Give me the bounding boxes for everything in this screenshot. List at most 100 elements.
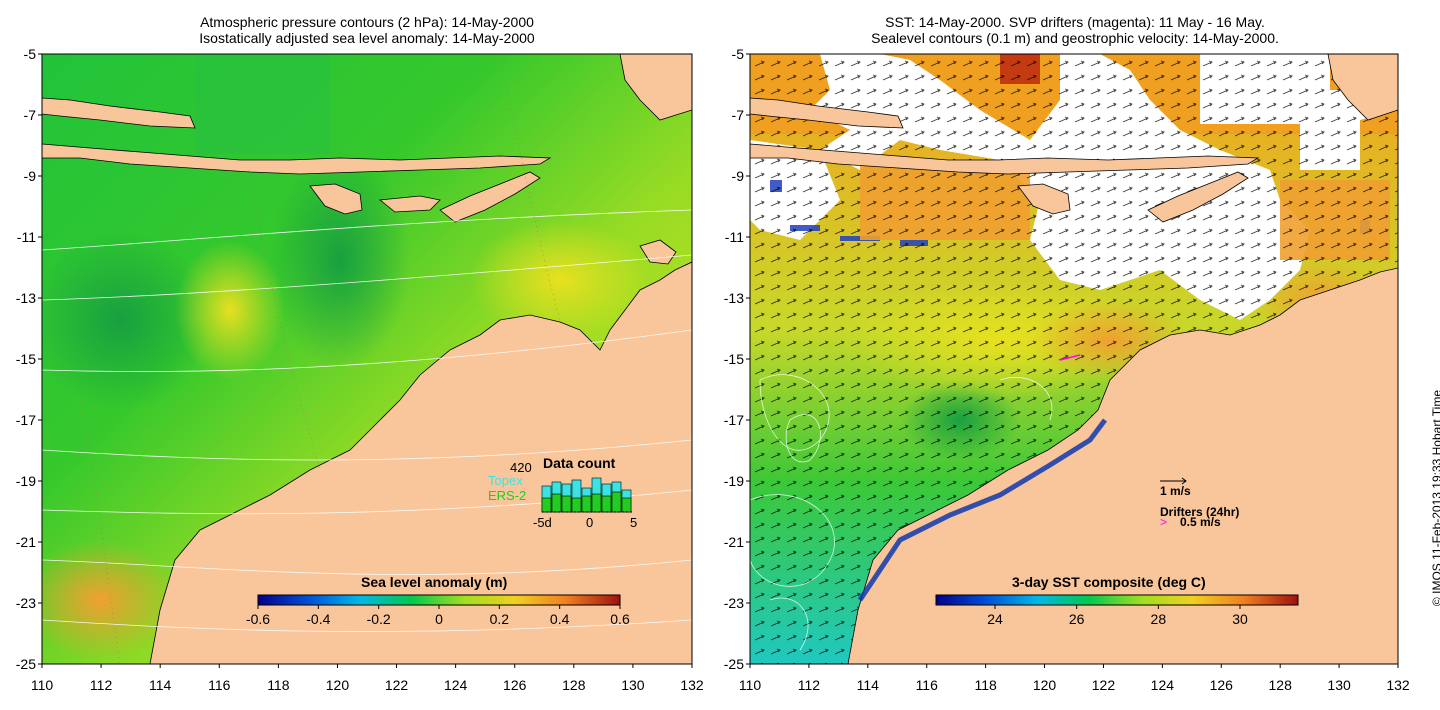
drifter-track — [1059, 354, 1081, 361]
right-colorbar-label: 3-day SST composite (deg C) — [1012, 574, 1206, 590]
lon-tick-label: 116 — [916, 677, 939, 693]
lon-tick-label: 110 — [739, 677, 762, 693]
lat-tick-label: -7 — [24, 107, 37, 123]
lon-tick-label: 126 — [503, 677, 527, 693]
lat-tick-label: -15 — [16, 351, 36, 367]
drifter-arrow-icon: > — [1160, 515, 1167, 529]
lat-tick-label: -19 — [16, 473, 36, 489]
lon-tick-label: 130 — [1327, 677, 1351, 693]
lon-tick-label: 128 — [562, 677, 586, 693]
lesser-sunda-islands — [42, 143, 552, 175]
sumba-island — [309, 183, 363, 215]
lon-tick-label: 128 — [1269, 677, 1293, 693]
lat-tick-label: -19 — [724, 473, 744, 489]
lat-tick-label: -9 — [24, 168, 37, 184]
sulawesi-land-right — [1327, 54, 1398, 121]
lon-tick-label: 120 — [1033, 677, 1057, 693]
data-count-axis-label-0: -5d — [533, 515, 552, 530]
colorbar-tick-label: 0.4 — [550, 611, 570, 627]
lon-tick-label: 112 — [798, 677, 821, 693]
data-count-axis-label-1: 0 — [586, 515, 593, 530]
colorbar-tick-label: 24 — [987, 611, 1003, 627]
left-colorbar-label: Sea level anomaly (m) — [361, 574, 507, 590]
drifters-label: Drifters (24hr) — [1160, 505, 1239, 519]
colorbar-tick-label: -0.2 — [367, 611, 391, 627]
colorbar-tick-label: -0.6 — [246, 611, 270, 627]
lat-tick-label: -11 — [725, 229, 744, 245]
right-title-line2: Sealevel contours (0.1 m) and geostrophi… — [871, 30, 1279, 46]
lon-tick-label: 114 — [149, 677, 172, 693]
ers2-count-bar — [621, 497, 632, 513]
lat-tick-label: -25 — [16, 656, 36, 672]
ers2-label: ERS-2 — [488, 488, 526, 503]
ers2-count-bar — [591, 493, 602, 513]
sumba-island-right — [1017, 183, 1071, 215]
left-map-title: Atmospheric pressure contours (2 hPa): 1… — [42, 14, 692, 46]
data-count-title: Data count — [543, 455, 616, 471]
colorbar-tick-label: -0.4 — [306, 611, 330, 627]
lat-tick-label: -9 — [732, 168, 745, 184]
imos-credit: © IMOS 11-Feb-2013 19:33 Hobart Time — [1430, 390, 1440, 606]
lat-tick-label: -21 — [16, 534, 36, 550]
lon-tick-label: 124 — [444, 677, 468, 693]
lat-tick-label: -5 — [732, 46, 745, 62]
timor-island — [439, 171, 541, 223]
tanimbar-island — [639, 239, 677, 265]
lon-tick-label: 132 — [680, 677, 704, 693]
lat-tick-label: -13 — [16, 290, 36, 306]
colorbar-tick-label: 0.6 — [610, 611, 630, 627]
flores-island — [378, 195, 441, 213]
left-lon-ticks: 110 112 114 116 118 120 122 124 126 128 130 132 — [31, 664, 704, 693]
data-count-axis-label-2: 5 — [630, 515, 637, 530]
lon-tick-label: 116 — [208, 677, 231, 693]
lat-tick-label: -21 — [724, 534, 744, 550]
colorbar-tick-label: 30 — [1232, 611, 1248, 627]
right-lon-ticks: 110 112 114 116 118 120 122 124 126 128 130 132 — [739, 664, 1410, 693]
drifters-scale: 0.5 m/s — [1180, 515, 1221, 529]
timor-island-right — [1147, 171, 1249, 223]
ers2-count-bar — [571, 497, 582, 513]
colorbar-tick-label: 0 — [435, 611, 443, 627]
data-count-bars — [541, 477, 632, 513]
java-island — [42, 97, 196, 129]
scale-label: 1 m/s — [1160, 484, 1191, 498]
left-title-line1: Atmospheric pressure contours (2 hPa): 1… — [200, 14, 534, 30]
right-lat-ticks: -5 -7 -9 -11 -13 -15 -17 -19 -21 -23 -25 — [724, 46, 750, 672]
left-lat-ticks: -5 -7 -9 -11 -13 -15 -17 -19 -21 -23 -25 — [16, 46, 42, 672]
colorbar-tick-label: 0.2 — [490, 611, 510, 627]
lon-tick-label: 122 — [385, 677, 409, 693]
lat-tick-label: -15 — [724, 351, 744, 367]
lesser-sunda-islands-right — [750, 143, 1260, 175]
lat-tick-label: -17 — [16, 412, 36, 428]
java-island-right — [750, 97, 904, 129]
lat-tick-label: -7 — [732, 107, 745, 123]
lat-tick-label: -23 — [16, 595, 36, 611]
right-title-line1: SST: 14-May-2000. SVP drifters (magenta)… — [885, 14, 1265, 30]
sea-level-contours — [750, 374, 1053, 651]
right-map-title: SST: 14-May-2000. SVP drifters (magenta)… — [750, 14, 1400, 46]
lon-tick-label: 118 — [267, 677, 290, 693]
velocity-scale-legend — [1160, 477, 1187, 485]
lon-tick-label: 126 — [1210, 677, 1234, 693]
australia-land-right — [847, 267, 1398, 664]
lon-tick-label: 120 — [326, 677, 350, 693]
colorbar-tick-label: 28 — [1151, 611, 1167, 627]
lat-tick-label: -23 — [724, 595, 744, 611]
colorbar-tick-label: 26 — [1069, 611, 1085, 627]
lat-tick-label: -13 — [724, 290, 744, 306]
ers2-count-bar — [611, 491, 622, 513]
australia-land — [149, 261, 692, 664]
right-colorbar — [935, 594, 1299, 606]
ers2-count-bar — [581, 495, 592, 513]
lon-tick-label: 112 — [90, 677, 113, 693]
right-colorbar-ticks: 24 26 28 30 — [987, 605, 1248, 627]
left-colorbar-ticks: -0.6 -0.4 -0.2 0 0.2 0.4 0.6 — [246, 605, 630, 627]
left-title-line2: Isostatically adjusted sea level anomaly… — [199, 30, 535, 46]
lon-tick-label: 132 — [1386, 677, 1410, 693]
data-count-number: 420 — [510, 460, 532, 475]
right-map — [750, 54, 1398, 664]
lon-tick-label: 118 — [974, 677, 997, 693]
lat-tick-label: -17 — [724, 412, 744, 428]
lat-tick-label: -5 — [24, 46, 37, 62]
